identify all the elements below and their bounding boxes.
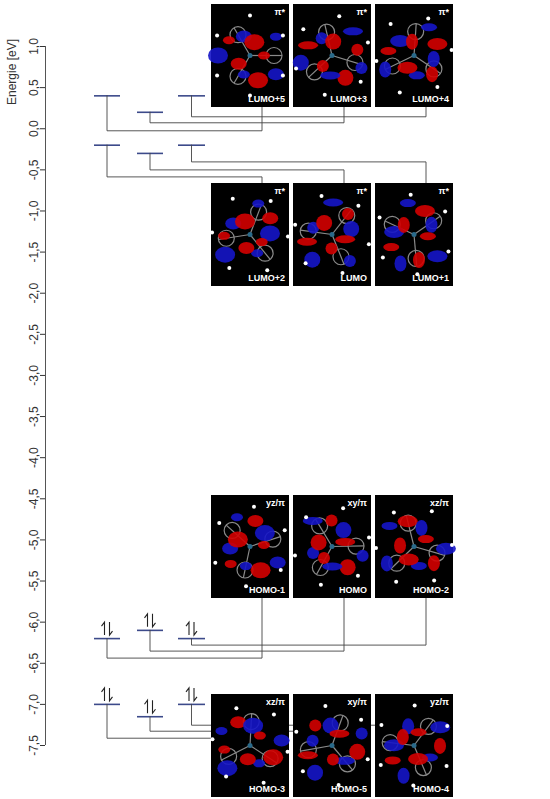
- svg-text:-5,5: -5,5: [27, 570, 41, 591]
- svg-text:0,5: 0,5: [27, 79, 41, 96]
- svg-text:-3,5: -3,5: [27, 406, 41, 427]
- svg-text:-2,0: -2,0: [27, 283, 41, 304]
- svg-text:-1,0: -1,0: [27, 200, 41, 221]
- svg-text:-1,5: -1,5: [27, 241, 41, 262]
- svg-text:π*: π*: [357, 7, 368, 17]
- svg-text:-4,0: -4,0: [27, 447, 41, 468]
- svg-text:π*: π*: [439, 7, 450, 17]
- svg-text:HOMO: HOMO: [339, 585, 367, 595]
- svg-text:-7,5: -7,5: [27, 735, 41, 756]
- svg-text:LUMO+2: LUMO+2: [248, 273, 285, 283]
- svg-text:HOMO-2: HOMO-2: [413, 585, 449, 595]
- svg-text:LUMO+5: LUMO+5: [248, 94, 285, 104]
- svg-text:-6,5: -6,5: [27, 653, 41, 674]
- svg-text:-7,0: -7,0: [27, 694, 41, 715]
- svg-text:-0,5: -0,5: [27, 159, 41, 180]
- svg-text:π*: π*: [275, 7, 286, 17]
- svg-text:xz/π: xz/π: [430, 498, 449, 508]
- svg-text:xz/π: xz/π: [266, 697, 285, 707]
- svg-text:HOMO-1: HOMO-1: [249, 585, 285, 595]
- svg-text:LUMO+1: LUMO+1: [412, 273, 449, 283]
- svg-text:-6,0: -6,0: [27, 611, 41, 632]
- svg-text:-2,5: -2,5: [27, 324, 41, 345]
- svg-text:HOMO-3: HOMO-3: [249, 784, 285, 794]
- svg-text:-4,5: -4,5: [27, 488, 41, 509]
- svg-text:π*: π*: [275, 186, 286, 196]
- svg-text:LUMO: LUMO: [341, 273, 368, 283]
- svg-text:1,0: 1,0: [27, 38, 41, 55]
- svg-text:xy/π: xy/π: [348, 498, 368, 508]
- svg-text:π*: π*: [439, 186, 450, 196]
- svg-text:yz/π: yz/π: [266, 498, 285, 508]
- svg-text:π*: π*: [357, 186, 368, 196]
- svg-text:-3,0: -3,0: [27, 365, 41, 386]
- svg-text:0,0: 0,0: [27, 120, 41, 137]
- svg-text:HOMO-4: HOMO-4: [413, 784, 449, 794]
- svg-text:HOMO-5: HOMO-5: [331, 784, 367, 794]
- svg-text:Energie [eV]: Energie [eV]: [5, 39, 19, 105]
- svg-text:LUMO+3: LUMO+3: [330, 94, 367, 104]
- svg-text:-5,0: -5,0: [27, 529, 41, 550]
- svg-text:yz/π: yz/π: [430, 697, 449, 707]
- svg-text:LUMO+4: LUMO+4: [412, 94, 449, 104]
- svg-text:xy/π: xy/π: [348, 697, 368, 707]
